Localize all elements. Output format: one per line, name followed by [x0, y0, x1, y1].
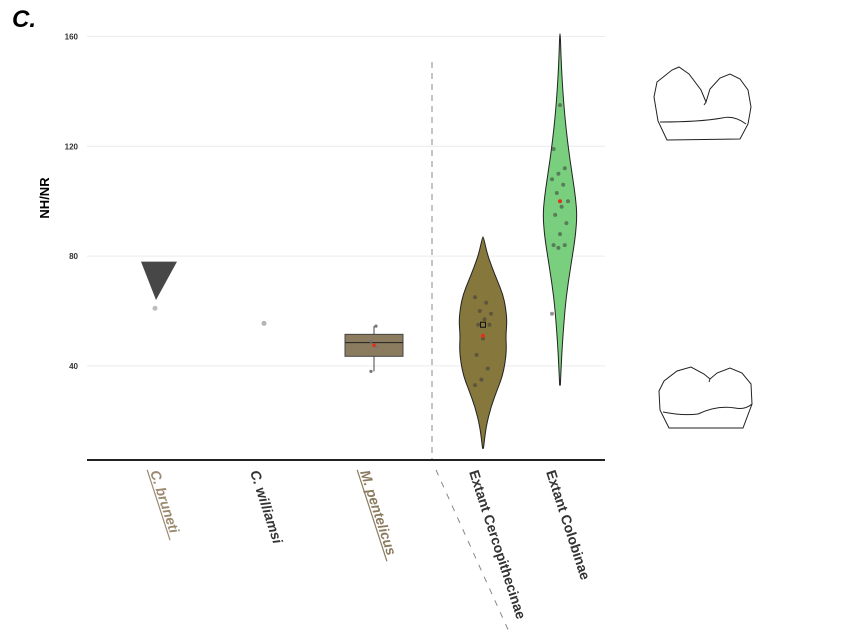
y-tick-label: 40 — [69, 362, 78, 371]
data-point — [484, 300, 489, 305]
violin-shape — [458, 236, 508, 449]
y-axis-title: NH/NR — [37, 177, 52, 219]
data-point — [479, 377, 484, 382]
data-point — [551, 243, 556, 248]
mean-point — [558, 199, 562, 204]
mean-point — [481, 333, 485, 338]
data-point — [482, 317, 487, 322]
y-tick-label: 160 — [65, 32, 79, 41]
highlight-point — [480, 321, 486, 328]
data-point — [551, 147, 556, 152]
data-point — [487, 322, 492, 327]
data-point — [477, 309, 482, 314]
category-label: Extant Colobinae — [543, 468, 594, 582]
data-point — [474, 352, 479, 357]
data-point — [485, 366, 490, 371]
gridlines — [87, 35, 605, 367]
data-point — [556, 245, 561, 250]
data-point — [550, 311, 554, 316]
y-tick-label: 80 — [69, 252, 78, 261]
data-point — [561, 182, 566, 187]
chart-marks — [141, 33, 578, 449]
data-point — [473, 383, 477, 388]
data-point — [152, 305, 158, 311]
data-point — [369, 369, 373, 373]
data-point — [473, 295, 477, 300]
tooth-low-crown-icon — [658, 366, 753, 429]
data-point — [562, 243, 567, 248]
category-label-underline — [356, 469, 388, 562]
data-point — [476, 322, 481, 327]
bruneti-triangle-marker — [141, 261, 177, 301]
category-label-underline — [146, 469, 171, 541]
data-point — [564, 221, 569, 226]
y-tick-label: 120 — [65, 142, 79, 151]
data-point — [554, 190, 559, 195]
category-label: M. pentelicus — [357, 468, 400, 557]
data-point — [562, 166, 567, 171]
data-point — [559, 204, 564, 209]
data-point — [556, 171, 561, 176]
category-labels: C. bruneti C. williamsi M. pentelicus Extan… — [146, 468, 594, 621]
data-point — [550, 177, 554, 182]
data-point — [558, 232, 562, 237]
panel-label: C. — [12, 6, 36, 33]
group-divider-extension — [435, 469, 511, 634]
data-point — [489, 311, 493, 316]
category-label: C. williamsi — [247, 468, 286, 547]
violin-shape — [542, 33, 578, 386]
data-point — [261, 320, 267, 326]
data-point — [558, 103, 562, 108]
data-point — [566, 199, 570, 204]
category-label: Extant Cercopithecinae — [466, 468, 529, 621]
data-point — [369, 339, 373, 343]
data-point — [553, 212, 558, 217]
mean-point — [372, 343, 376, 348]
data-point — [481, 336, 485, 341]
tooth-high-crown-icon — [653, 66, 752, 141]
data-point — [374, 324, 378, 328]
y-tick-labels: 40 80 120 160 — [65, 32, 79, 370]
